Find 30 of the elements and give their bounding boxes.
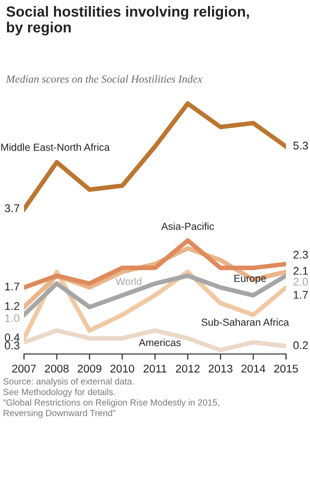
series-label: Asia-Pacific xyxy=(161,222,214,230)
data-label: 2.1 xyxy=(294,266,308,275)
data-label: 1.2 xyxy=(5,302,20,310)
x-tick-label: 2007 xyxy=(12,364,36,373)
data-label: 2.0 xyxy=(294,278,308,286)
data-label: 1.0 xyxy=(5,314,20,322)
x-tick-label: 2015 xyxy=(274,364,298,373)
series-label: Europe xyxy=(234,274,266,284)
x-tick-label: 2013 xyxy=(208,364,232,373)
x-tick-label: 2008 xyxy=(44,364,69,373)
source-note: Source: analysis of external data. See Methodology for details. “Global Restrictions on Religion Rise Modestly in 2015, Reversing Downward Trend” xyxy=(3,378,220,418)
data-label: 0.4 xyxy=(4,333,20,342)
chart-title: Social hostilities involving religion, by region xyxy=(6,6,249,36)
data-label: 1.7 xyxy=(294,291,308,299)
series-label: Sub-Saharan Africa xyxy=(202,318,290,326)
data-label: 5.3 xyxy=(293,142,308,150)
data-label: 0.2 xyxy=(293,341,308,350)
x-tick-label: 2014 xyxy=(241,364,266,373)
series-label: Americas xyxy=(138,338,181,346)
x-tick-label: 2009 xyxy=(78,364,102,373)
x-tick-label: 2012 xyxy=(176,364,200,373)
x-tick-label: 2010 xyxy=(110,364,134,373)
data-label: 3.7 xyxy=(4,204,20,212)
series-label: World xyxy=(116,278,142,286)
data-label: 0.3 xyxy=(4,342,20,350)
x-tick-label: 2011 xyxy=(144,364,166,373)
data-label: 1.7 xyxy=(5,282,20,290)
series-label: Middle East-North Africa xyxy=(1,143,110,151)
chart-subtitle: Median scores on the Social Hostilities Index xyxy=(6,75,202,83)
data-label: 2.3 xyxy=(294,250,308,259)
